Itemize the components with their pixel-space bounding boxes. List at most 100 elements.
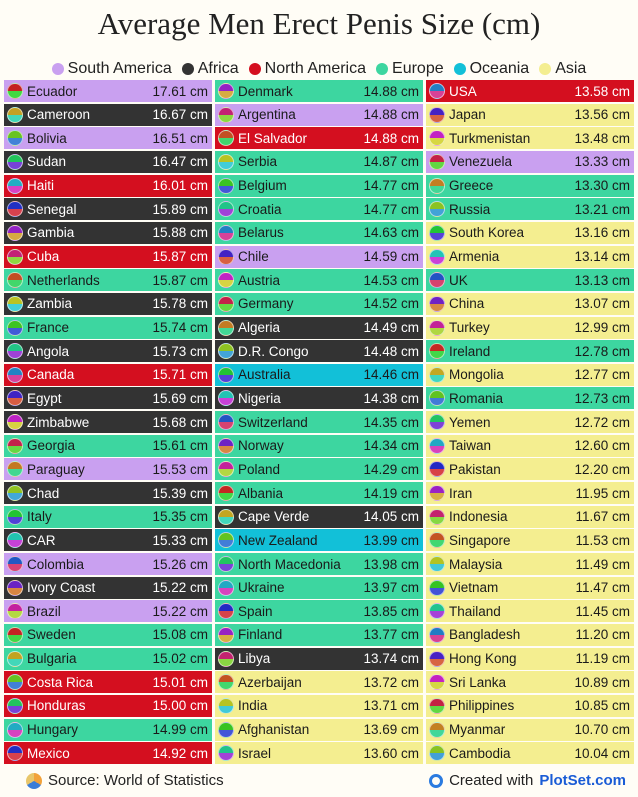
flag-icon — [429, 106, 445, 123]
country-name: Honduras — [27, 698, 86, 714]
country-name: Sudan — [27, 154, 67, 170]
country-name: South Korea — [449, 225, 525, 241]
flag-icon — [218, 177, 234, 194]
table-row: USA 13.58 cm — [426, 80, 634, 102]
size-value: 15.39 cm — [152, 485, 208, 501]
country-name: Albania — [238, 485, 284, 501]
table-row: Ecuador 17.61 cm — [4, 80, 212, 102]
country-name: Brazil — [27, 603, 61, 619]
table-row: Netherlands 15.87 cm — [4, 269, 212, 292]
country-name: Thailand — [449, 603, 501, 619]
table-row: North Macedonia 13.98 cm — [215, 553, 423, 575]
table-row: Argentina 14.88 cm — [215, 103, 423, 126]
country-name: Australia — [238, 367, 291, 383]
flag-icon — [7, 650, 23, 667]
country-name: Spain — [238, 603, 273, 619]
table-row: CAR 15.33 cm — [4, 529, 212, 552]
size-value: 16.67 cm — [152, 107, 208, 123]
country-name: Russia — [449, 201, 491, 217]
size-value: 12.60 cm — [574, 438, 630, 454]
size-value: 12.99 cm — [574, 320, 630, 335]
legend-label: Oceania — [469, 60, 530, 77]
table-row: Canada 15.71 cm — [4, 363, 212, 386]
flag-icon — [7, 414, 23, 431]
table-row: Switzerland 14.35 cm — [215, 411, 423, 434]
flag-icon — [218, 390, 234, 407]
country-name: Philippines — [449, 698, 515, 714]
table-row: Honduras 15.00 cm — [4, 694, 212, 717]
size-value: 10.70 cm — [574, 722, 630, 738]
flag-icon — [7, 83, 23, 99]
plotset-logo-icon — [429, 773, 444, 788]
table-row: Japan 13.56 cm — [426, 103, 634, 126]
legend-swatch — [181, 63, 194, 75]
table-row: Cambodia 10.04 cm — [426, 742, 634, 765]
size-value: 12.20 cm — [574, 461, 630, 477]
flag-icon — [7, 248, 23, 265]
legend-label: Europe — [392, 60, 444, 77]
credit[interactable]: Created with PlotSet.com — [429, 772, 626, 789]
flag-icon — [218, 626, 234, 643]
source-text: Source: World of Statistics — [48, 772, 224, 789]
flag-icon — [218, 106, 234, 123]
size-value: 13.77 cm — [363, 627, 419, 643]
table-row: Libya 13.74 cm — [215, 647, 423, 670]
flag-icon — [429, 603, 445, 620]
flag-icon — [429, 721, 445, 738]
country-name: Zimbabwe — [27, 414, 90, 430]
credit-brand[interactable]: PlotSet.com — [539, 772, 626, 789]
table-row: New Zealand 13.99 cm — [215, 529, 423, 552]
size-value: 11.49 cm — [575, 556, 630, 572]
country-name: Belgium — [238, 178, 287, 194]
table-row: Bolivia 16.51 cm — [4, 127, 212, 150]
country-name: Israel — [238, 745, 272, 761]
size-value: 10.89 cm — [574, 674, 630, 690]
size-value: 14.49 cm — [363, 320, 419, 335]
size-value: 13.98 cm — [363, 556, 419, 572]
size-value: 11.53 cm — [575, 532, 630, 548]
flag-icon — [218, 485, 234, 502]
size-value: 14.29 cm — [363, 461, 419, 477]
credit-prefix: Created with — [449, 772, 534, 789]
country-name: Hungary — [27, 722, 79, 738]
table-row: Vietnam 11.47 cm — [426, 576, 634, 599]
size-value: 13.07 cm — [574, 296, 630, 312]
flag-icon — [429, 745, 445, 762]
size-value: 15.87 cm — [152, 249, 208, 265]
flag-icon — [218, 603, 234, 620]
table-row: Azerbaijan 13.72 cm — [215, 671, 423, 694]
legend-swatch — [376, 63, 389, 75]
table-row: Australia 14.46 cm — [215, 363, 423, 386]
country-name: Canada — [27, 367, 75, 383]
flag-icon — [218, 319, 234, 336]
flag-icon — [218, 343, 234, 360]
table-row: Ivory Coast 15.22 cm — [4, 576, 212, 599]
table-row: Spain 13.85 cm — [215, 600, 423, 623]
flag-icon — [7, 697, 23, 714]
table-row: Italy 15.35 cm — [4, 505, 212, 528]
flag-icon — [218, 721, 234, 738]
country-name: Switzerland — [238, 414, 308, 430]
flag-icon — [7, 674, 23, 691]
country-name: Argentina — [238, 107, 296, 123]
table-row: Philippines 10.85 cm — [426, 694, 634, 717]
size-value: 14.77 cm — [363, 201, 419, 217]
table-row: Chile 14.59 cm — [215, 245, 423, 268]
flag-icon — [218, 272, 234, 289]
flag-icon — [429, 390, 445, 407]
country-name: Norway — [238, 438, 284, 454]
table-row: Belarus 14.63 cm — [215, 221, 423, 244]
legend-item: North America — [248, 60, 366, 78]
country-name: Myanmar — [449, 722, 506, 738]
country-name: Pakistan — [449, 461, 501, 477]
table-row: Gambia 15.88 cm — [4, 221, 212, 244]
country-name: Venezuela — [449, 154, 513, 170]
flag-icon — [7, 556, 23, 572]
size-value: 16.51 cm — [152, 130, 208, 146]
flag-icon — [7, 579, 23, 596]
table-row: Zambia 15.78 cm — [4, 292, 212, 315]
flag-icon — [7, 319, 23, 336]
size-value: 14.92 cm — [152, 745, 208, 761]
size-value: 12.73 cm — [574, 390, 630, 406]
country-name: Cape Verde — [238, 509, 310, 525]
